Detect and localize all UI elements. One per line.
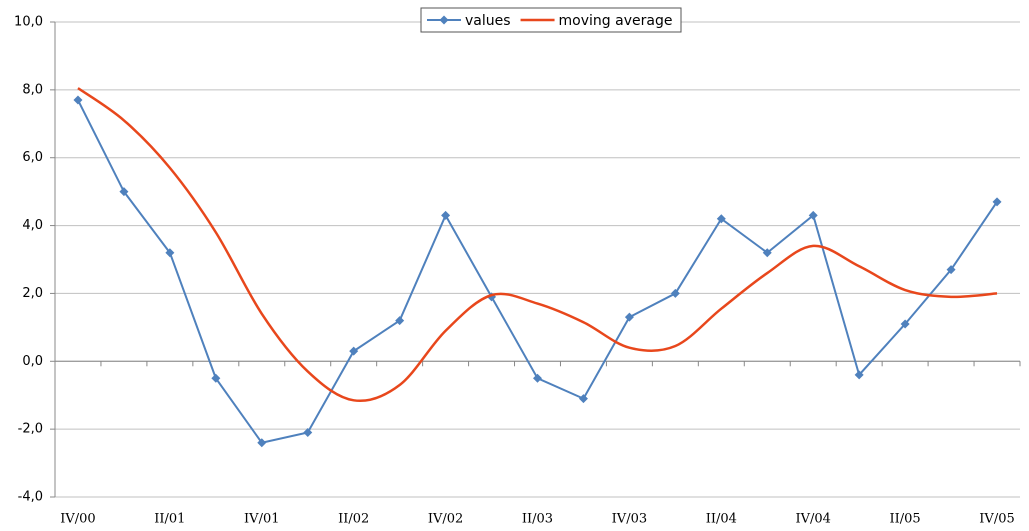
y-tick-label: 8,0 [22, 82, 43, 97]
y-tick-label: 4,0 [22, 218, 43, 233]
x-tick-label: II/02 [338, 512, 369, 527]
series-line [77, 87, 998, 403]
x-tick-label: IV/00 [60, 512, 95, 527]
x-tick-label: IV/04 [795, 512, 830, 527]
point-marker [165, 248, 175, 258]
x-tick-label: II/01 [154, 512, 185, 527]
y-tick-label: 6,0 [22, 150, 43, 165]
x-tick-label: IV/05 [979, 512, 1014, 527]
y-tick-label: 2,0 [22, 286, 43, 301]
x-tick-label: II/05 [890, 512, 921, 527]
legend: values moving average [420, 7, 682, 33]
point-marker [946, 265, 956, 275]
point-marker [716, 214, 726, 224]
point-marker [395, 316, 405, 326]
legend-label: moving average [559, 13, 673, 29]
point-marker [441, 210, 451, 220]
point-marker [992, 197, 1002, 207]
point-marker [73, 95, 83, 105]
point-marker [900, 319, 910, 329]
point-marker [349, 346, 359, 356]
x-tick-label: II/03 [522, 512, 553, 527]
x-tick-label: IV/01 [244, 512, 279, 527]
legend-label: values [465, 13, 511, 29]
x-tick-label: II/04 [706, 512, 737, 527]
x-tick-label: IV/02 [428, 512, 463, 527]
point-marker [257, 438, 267, 448]
point-marker [624, 312, 634, 322]
point-marker [578, 394, 588, 404]
point-marker [211, 373, 221, 383]
point-marker [808, 210, 818, 220]
point-marker [854, 370, 864, 380]
legend-marker [439, 15, 449, 25]
point-marker [533, 373, 542, 383]
y-tick-label: 0,0 [22, 354, 43, 369]
series-line [77, 99, 998, 444]
point-marker [303, 428, 313, 438]
y-tick-label: -2,0 [18, 422, 43, 437]
point-marker [762, 248, 772, 258]
point-marker [119, 187, 129, 197]
y-tick-label: 10,0 [14, 15, 43, 30]
point-marker [670, 288, 680, 298]
x-tick-label: IV/03 [612, 512, 647, 527]
y-tick-label: -4,0 [18, 490, 43, 505]
